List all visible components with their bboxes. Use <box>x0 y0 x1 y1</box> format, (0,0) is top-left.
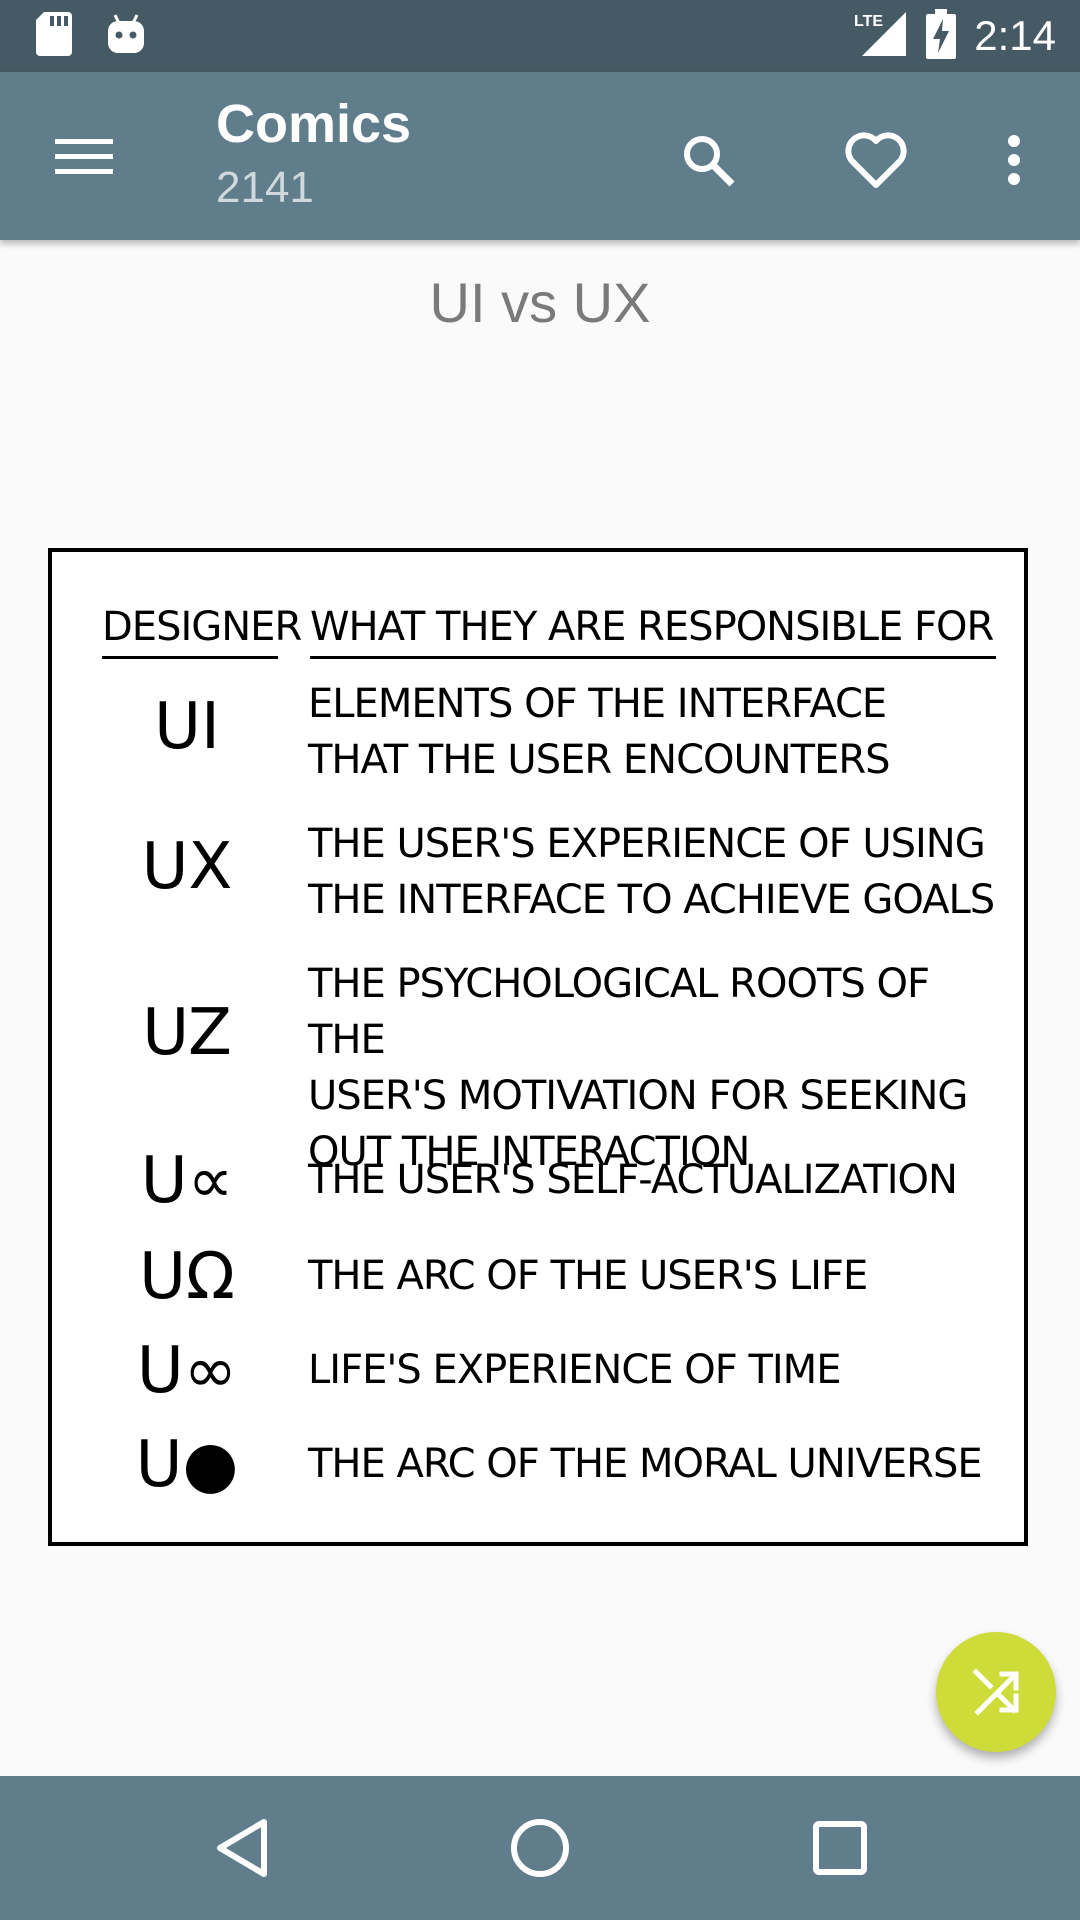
header-underline <box>102 656 278 659</box>
row-line: THAT THE USER ENCOUNTERS <box>308 737 891 783</box>
navigation-bar <box>0 1776 1080 1920</box>
header-designer: DESIGNER <box>102 604 302 650</box>
back-icon <box>217 1819 267 1877</box>
row-line: OUT THE INTERACTION <box>308 1129 750 1175</box>
header-responsibility: WHAT THEY ARE RESPONSIBLE FOR <box>310 604 994 650</box>
recents-icon <box>813 1821 867 1875</box>
heart-icon <box>845 132 907 188</box>
shuffle-icon <box>972 1668 1019 1716</box>
row-line: THE USER'S SELF-ACTUALIZATION <box>308 1157 958 1203</box>
row-responsibility: THE USER'S SELF-ACTUALIZATION <box>308 1152 1008 1208</box>
row-responsibility: THE ARC OF THE USER'S LIFE <box>308 1248 1008 1304</box>
row-line: THE INTERFACE TO ACHIEVE GOALS <box>308 877 995 923</box>
status-bar: LTE 2:14 <box>0 0 1080 72</box>
row-line: THE USER'S EXPERIENCE OF USING <box>308 821 986 867</box>
menu-button[interactable] <box>34 112 134 202</box>
app-toolbar: Comics 2141 <box>0 72 1080 240</box>
row-designer: U∞ <box>136 1334 238 1408</box>
row-responsibility: THE PSYCHOLOGICAL ROOTS OF THE USER'S MO… <box>308 956 1008 1180</box>
row-line: USER'S MOTIVATION FOR SEEKING <box>308 1073 968 1119</box>
row-designer: UI <box>154 690 220 764</box>
more-vert-icon <box>1008 135 1020 185</box>
home-icon <box>511 1819 569 1877</box>
comic-image[interactable]: DESIGNER WHAT THEY ARE RESPONSIBLE FOR U… <box>48 548 1028 1546</box>
row-responsibility: ELEMENTS OF THE INTERFACE THAT THE USER … <box>308 676 1008 788</box>
home-button[interactable] <box>490 1798 590 1898</box>
menu-icon <box>55 139 113 174</box>
row-responsibility: THE ARC OF THE MORAL UNIVERSE <box>308 1436 1008 1492</box>
row-designer: UZ <box>142 996 232 1070</box>
row-responsibility: THE USER'S EXPERIENCE OF USING THE INTER… <box>308 816 1008 928</box>
row-line: THE PSYCHOLOGICAL ROOTS OF THE <box>308 961 930 1063</box>
row-line: ELEMENTS OF THE INTERFACE <box>308 681 887 727</box>
row-line: THE ARC OF THE USER'S LIFE <box>308 1253 868 1299</box>
comic-title: UI vs UX <box>429 271 651 334</box>
row-designer: UX <box>141 830 233 904</box>
row-designer: U● <box>135 1428 239 1502</box>
page-title: Comics <box>216 94 412 154</box>
more-options-button[interactable] <box>966 112 1062 208</box>
recents-button[interactable] <box>790 1798 890 1898</box>
search-button[interactable] <box>660 112 756 208</box>
random-comic-button[interactable] <box>936 1632 1056 1752</box>
row-designer: U∝ <box>140 1144 234 1218</box>
battery-charging-icon <box>926 8 957 64</box>
row-responsibility: LIFE'S EXPERIENCE OF TIME <box>308 1342 1008 1398</box>
lte-signal-icon: LTE <box>852 10 908 63</box>
search-icon <box>684 136 735 187</box>
sd-card-icon <box>36 11 72 61</box>
comic-number: 2141 <box>216 163 314 212</box>
header-underline <box>310 656 996 659</box>
title-block: Comics 2141 <box>216 92 411 220</box>
row-line: THE ARC OF THE MORAL UNIVERSE <box>308 1441 983 1487</box>
favorite-button[interactable] <box>828 112 924 208</box>
status-time: 2:14 <box>974 12 1056 59</box>
svg-text:LTE: LTE <box>854 13 883 30</box>
row-line: LIFE'S EXPERIENCE OF TIME <box>308 1347 841 1393</box>
row-designer: UΩ <box>139 1240 235 1314</box>
android-debug-icon <box>106 13 146 60</box>
back-button[interactable] <box>192 1798 292 1898</box>
